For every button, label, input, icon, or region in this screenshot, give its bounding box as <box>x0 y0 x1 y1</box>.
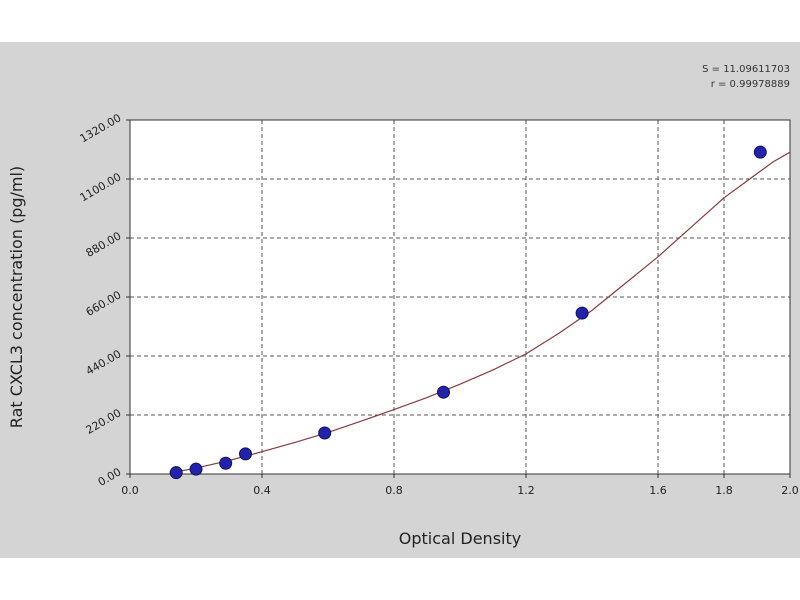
fit-statistic-s: S = 11.09611703 <box>702 64 790 75</box>
fit-curve <box>169 151 790 474</box>
y-tick-label: 0.00 <box>96 465 124 489</box>
x-tick-label: 1.6 <box>649 484 667 497</box>
x-tick-label: 0.4 <box>253 484 271 497</box>
y-tick-label: 660.00 <box>84 288 124 319</box>
grid-lines <box>130 120 790 474</box>
x-axis-title: Optical Density <box>399 529 521 548</box>
x-tick-label: 0.0 <box>121 484 139 497</box>
data-point <box>753 145 767 159</box>
data-point <box>219 456 233 470</box>
data-point <box>575 306 589 320</box>
data-points <box>169 145 767 480</box>
x-tick-label: 0.8 <box>385 484 403 497</box>
data-point <box>169 466 183 480</box>
x-tick-label: 1.8 <box>715 484 733 497</box>
x-tick-label: 2.0 <box>781 484 799 497</box>
x-tick-label: 1.2 <box>517 484 535 497</box>
fit-statistics: S = 11.09611703 r = 0.99978889 <box>702 62 790 92</box>
data-point <box>189 462 203 476</box>
y-tick-label: 1320.00 <box>78 111 124 145</box>
data-point <box>239 447 252 461</box>
y-axis-title: Rat CXCL3 concentration (pg/ml) <box>7 166 26 428</box>
y-tick-label: 880.00 <box>84 229 124 260</box>
y-tick-label: 440.00 <box>84 347 124 378</box>
data-point <box>318 426 332 440</box>
y-tick-label: 1100.00 <box>78 170 124 204</box>
y-tick-label: 220.00 <box>84 406 124 437</box>
fit-statistic-r: r = 0.99978889 <box>710 79 790 90</box>
data-point <box>437 385 450 399</box>
